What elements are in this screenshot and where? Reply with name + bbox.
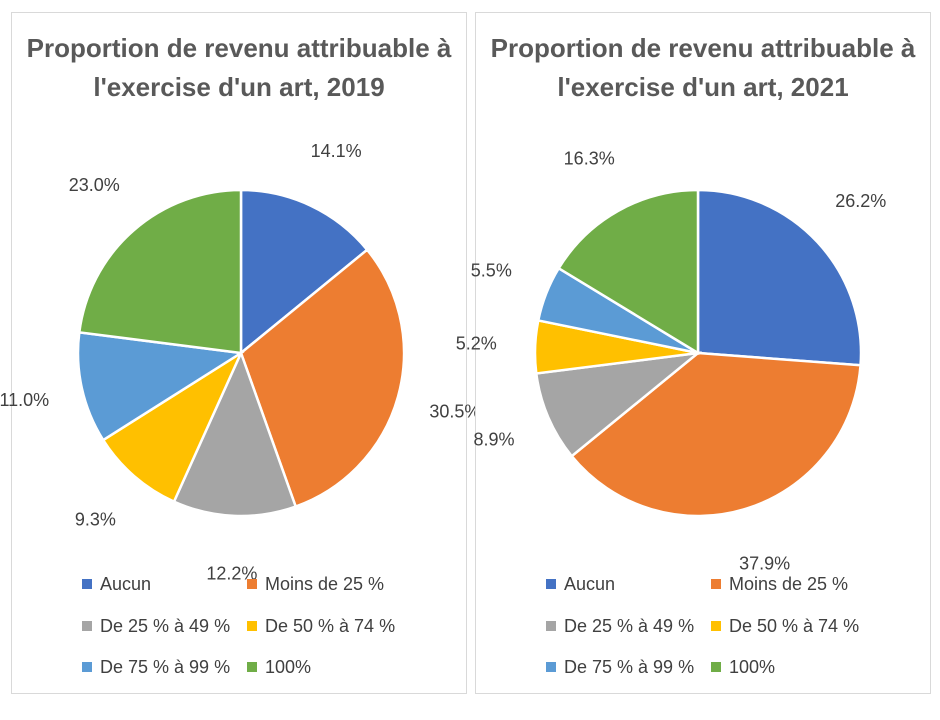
legend-item-de-25-pct-49-pct: De 25 % à 49 %: [82, 615, 230, 637]
data-label-de-75-pct-99-pct: 5.5%: [471, 261, 512, 281]
legend-label: 100%: [265, 656, 312, 677]
chart-title: Proportion de revenu attribuable à l'exe…: [26, 33, 452, 102]
legend-label: 100%: [729, 656, 776, 677]
data-label-100pct: 16.3%: [564, 148, 615, 168]
legend-label: De 50 % à 74 %: [265, 615, 396, 636]
legend-label: De 75 % à 99 %: [564, 656, 695, 677]
legend-item-moins-de-25-pct: Moins de 25 %: [247, 573, 384, 595]
legend-item-100pct: 100%: [247, 656, 311, 678]
legend-label: Aucun: [564, 573, 616, 594]
legend-label: De 25 % à 49 %: [564, 615, 695, 636]
legend-swatch: [247, 579, 257, 589]
pie-slice-de-75-pct-99-pct: [76, 330, 245, 442]
chart-panel-2019: Proportion de revenu attribuable à l'exe…: [0, 12, 480, 694]
legend-swatch: [546, 662, 556, 672]
pie-slice-100pct: [77, 188, 243, 355]
legend-item-moins-de-25-pct: Moins de 25 %: [711, 573, 848, 595]
data-label-aucun: 14.1%: [311, 141, 362, 161]
data-label-moins-de-25-pct: 30.5%: [429, 401, 480, 421]
data-label-de-50-pct-74-pct: 5.2%: [456, 333, 497, 353]
legend-item-100pct: 100%: [711, 656, 775, 678]
pie-slice-moins-de-25-pct: [239, 248, 406, 509]
data-label-100pct: 23.0%: [69, 175, 120, 195]
data-label-de-25-pct-49-pct: 12.2%: [206, 564, 257, 584]
legend-swatch: [546, 621, 556, 631]
pie-slice-de-25-pct-49-pct: [534, 351, 703, 458]
legend-swatch: [82, 662, 92, 672]
pie-slice-100pct: [557, 188, 700, 356]
pie-slice-moins-de-25-pct: [570, 351, 862, 518]
data-label-de-75-pct-99-pct: 11.0%: [0, 390, 49, 410]
pie-slice-de-25-pct-49-pct: [172, 349, 298, 518]
legend-label: De 25 % à 49 %: [100, 615, 231, 636]
pie-slice-aucun: [239, 188, 369, 356]
data-label-aucun: 26.2%: [835, 191, 886, 211]
pie-chart-2019: 14.1% 30.5% 12.2% 9.3% 11.0% 23.0%: [0, 141, 480, 584]
legend-label: Aucun: [100, 573, 152, 594]
legend-item-de-75-pct-99-pct: De 75 % à 99 %: [82, 656, 230, 678]
data-label-moins-de-25-pct: 37.9%: [739, 554, 790, 574]
legend-item-de-25-pct-49-pct: De 25 % à 49 %: [546, 615, 694, 637]
legend-swatch: [247, 662, 257, 672]
legend-label: Moins de 25 %: [729, 573, 849, 594]
legend-swatch: [82, 579, 92, 589]
legend-label: Moins de 25 %: [265, 573, 385, 594]
legend-swatch: [711, 662, 721, 672]
legend-item-de-75-pct-99-pct: De 75 % à 99 %: [546, 656, 694, 678]
chart-title: Proportion de revenu attribuable à l'exe…: [490, 33, 916, 102]
legend-label: De 75 % à 99 %: [100, 656, 231, 677]
legend-item-de-50-pct-74-pct: De 50 % à 74 %: [247, 615, 395, 637]
pie-chart-2021: 26.2% 37.9% 8.9% 5.2% 5.5% 16.3%: [456, 148, 887, 574]
legend-swatch: [247, 621, 257, 631]
legend-swatch: [711, 579, 721, 589]
legend-item-de-50-pct-74-pct: De 50 % à 74 %: [711, 615, 859, 637]
pie-slice-aucun: [696, 188, 863, 367]
legend-swatch: [82, 621, 92, 631]
legend-item-aucun: Aucun: [546, 573, 615, 595]
data-label-de-50-pct-74-pct: 9.3%: [75, 509, 116, 529]
data-label-de-25-pct-49-pct: 8.9%: [473, 429, 514, 449]
legend-label: De 50 % à 74 %: [729, 615, 860, 636]
pie-slice-de-50-pct-74-pct: [101, 349, 244, 504]
legend-item-aucun: Aucun: [82, 573, 151, 595]
legend-swatch: [546, 579, 556, 589]
chart-panel-2021: Proportion de revenu attribuable à l'exe…: [456, 12, 931, 694]
legend-swatch: [711, 621, 721, 631]
